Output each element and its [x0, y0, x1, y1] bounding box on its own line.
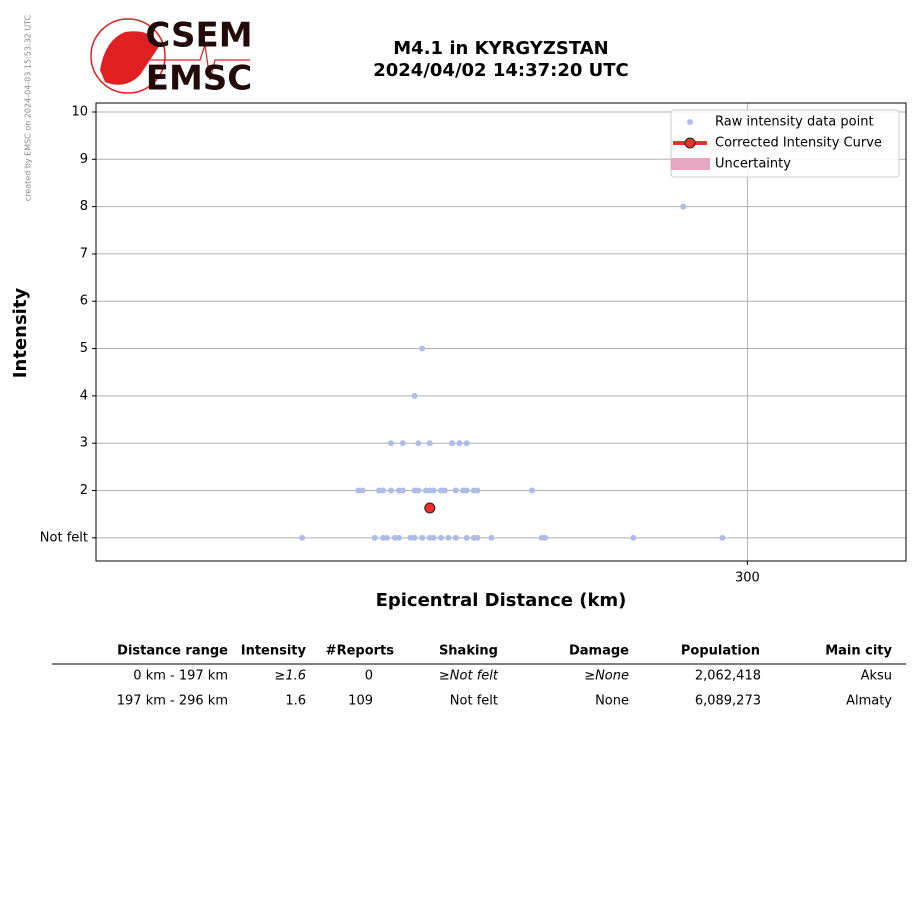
table-cell: 2,062,418 — [695, 669, 761, 684]
table-header: Shaking — [439, 644, 498, 659]
data-point — [488, 534, 495, 541]
data-point — [529, 487, 536, 494]
legend-label: Uncertainty — [715, 157, 791, 172]
data-point — [355, 487, 362, 494]
data-point — [449, 440, 456, 447]
table: Distance range Intensity #Reports Shaking Da… — [52, 644, 906, 709]
data-point — [411, 534, 418, 541]
legend-label: Raw intensity data point — [715, 115, 874, 130]
y-tick-label: 8 — [80, 199, 88, 214]
data-point — [419, 345, 426, 352]
data-point — [387, 440, 394, 447]
chart-title: M4.1 in KYRGYZSTAN — [393, 38, 608, 59]
table-cell: Aksu — [861, 669, 892, 684]
table-header: Damage — [569, 644, 629, 659]
data-point — [395, 534, 402, 541]
data-point — [445, 534, 452, 541]
data-point — [463, 440, 470, 447]
data-point — [474, 487, 481, 494]
data-point — [452, 487, 459, 494]
y-tick-label: 5 — [80, 341, 88, 356]
data-point — [359, 487, 366, 494]
data-point — [630, 534, 637, 541]
data-point — [371, 534, 378, 541]
table-cell: 6,089,273 — [695, 694, 761, 709]
table-cell: ≥None — [584, 669, 629, 684]
plot-frame — [95, 102, 907, 562]
table-cell: 1.6 — [285, 694, 306, 709]
data-point — [680, 203, 687, 210]
logo-top: CSEM — [145, 16, 252, 56]
y-tick-label: Not felt — [40, 530, 88, 545]
table-cell: 0 km - 197 km — [133, 669, 228, 684]
table-cell: ≥1.6 — [274, 669, 306, 684]
data-point — [474, 534, 481, 541]
data-point — [426, 440, 433, 447]
legend: Raw intensity data point Corrected Intens… — [670, 109, 900, 178]
data-point — [415, 440, 422, 447]
table-cell: 0 — [365, 669, 373, 684]
data-point — [463, 534, 470, 541]
table-header: Main city — [825, 644, 892, 659]
data-point — [430, 534, 437, 541]
y-tick-label: 9 — [80, 152, 88, 167]
table-cell: 109 — [348, 694, 373, 709]
x-axis-label: Epicentral Distance (km) — [376, 590, 627, 611]
data-point — [383, 534, 390, 541]
chart-subtitle: 2024/04/02 14:37:20 UTC — [373, 60, 629, 81]
legend-box — [670, 109, 900, 178]
y-tick-label: 10 — [71, 104, 88, 119]
data-point — [299, 534, 306, 541]
legend-marker — [684, 137, 696, 149]
data-point — [399, 440, 406, 447]
data-point — [387, 487, 394, 494]
y-axis-label: Intensity — [10, 288, 31, 379]
curve-point — [424, 502, 436, 514]
y-tick-label: 3 — [80, 436, 88, 451]
credit: created by EMSC on 2024-04-03 15:53:32 U… — [24, 14, 33, 201]
logo: CSEM EMSC — [90, 16, 253, 99]
data-point — [441, 487, 448, 494]
y-tick-label: 7 — [80, 246, 88, 261]
table-header: Distance range — [117, 644, 228, 659]
data-point — [452, 534, 459, 541]
legend-marker — [687, 119, 693, 125]
y-tick-label: 2 — [80, 483, 88, 498]
data-point — [399, 487, 406, 494]
legend-marker — [671, 158, 710, 170]
table-cell: ≥Not felt — [439, 669, 499, 684]
data-point — [542, 534, 549, 541]
data-point — [430, 487, 437, 494]
y-tick-label: 4 — [80, 388, 88, 403]
data-point — [438, 534, 445, 541]
data-point — [456, 440, 463, 447]
table-header: #Reports — [326, 644, 395, 659]
data-point — [415, 487, 422, 494]
data-point — [463, 487, 470, 494]
data-point — [411, 392, 418, 399]
table-cell: None — [595, 694, 629, 709]
data-point — [719, 534, 726, 541]
table-cell: Almaty — [846, 694, 892, 709]
data-point — [419, 534, 426, 541]
table-cell: Not felt — [450, 694, 498, 709]
legend-label: Corrected Intensity Curve — [715, 136, 882, 151]
table-header: Intensity — [241, 644, 307, 659]
table-header: Population — [681, 644, 760, 659]
x-tick-label: 300 — [735, 571, 760, 586]
table-cell: 197 km - 296 km — [117, 694, 228, 709]
logo-bottom: EMSC — [146, 59, 253, 99]
y-tick-label: 6 — [80, 294, 88, 309]
data-point — [379, 487, 386, 494]
